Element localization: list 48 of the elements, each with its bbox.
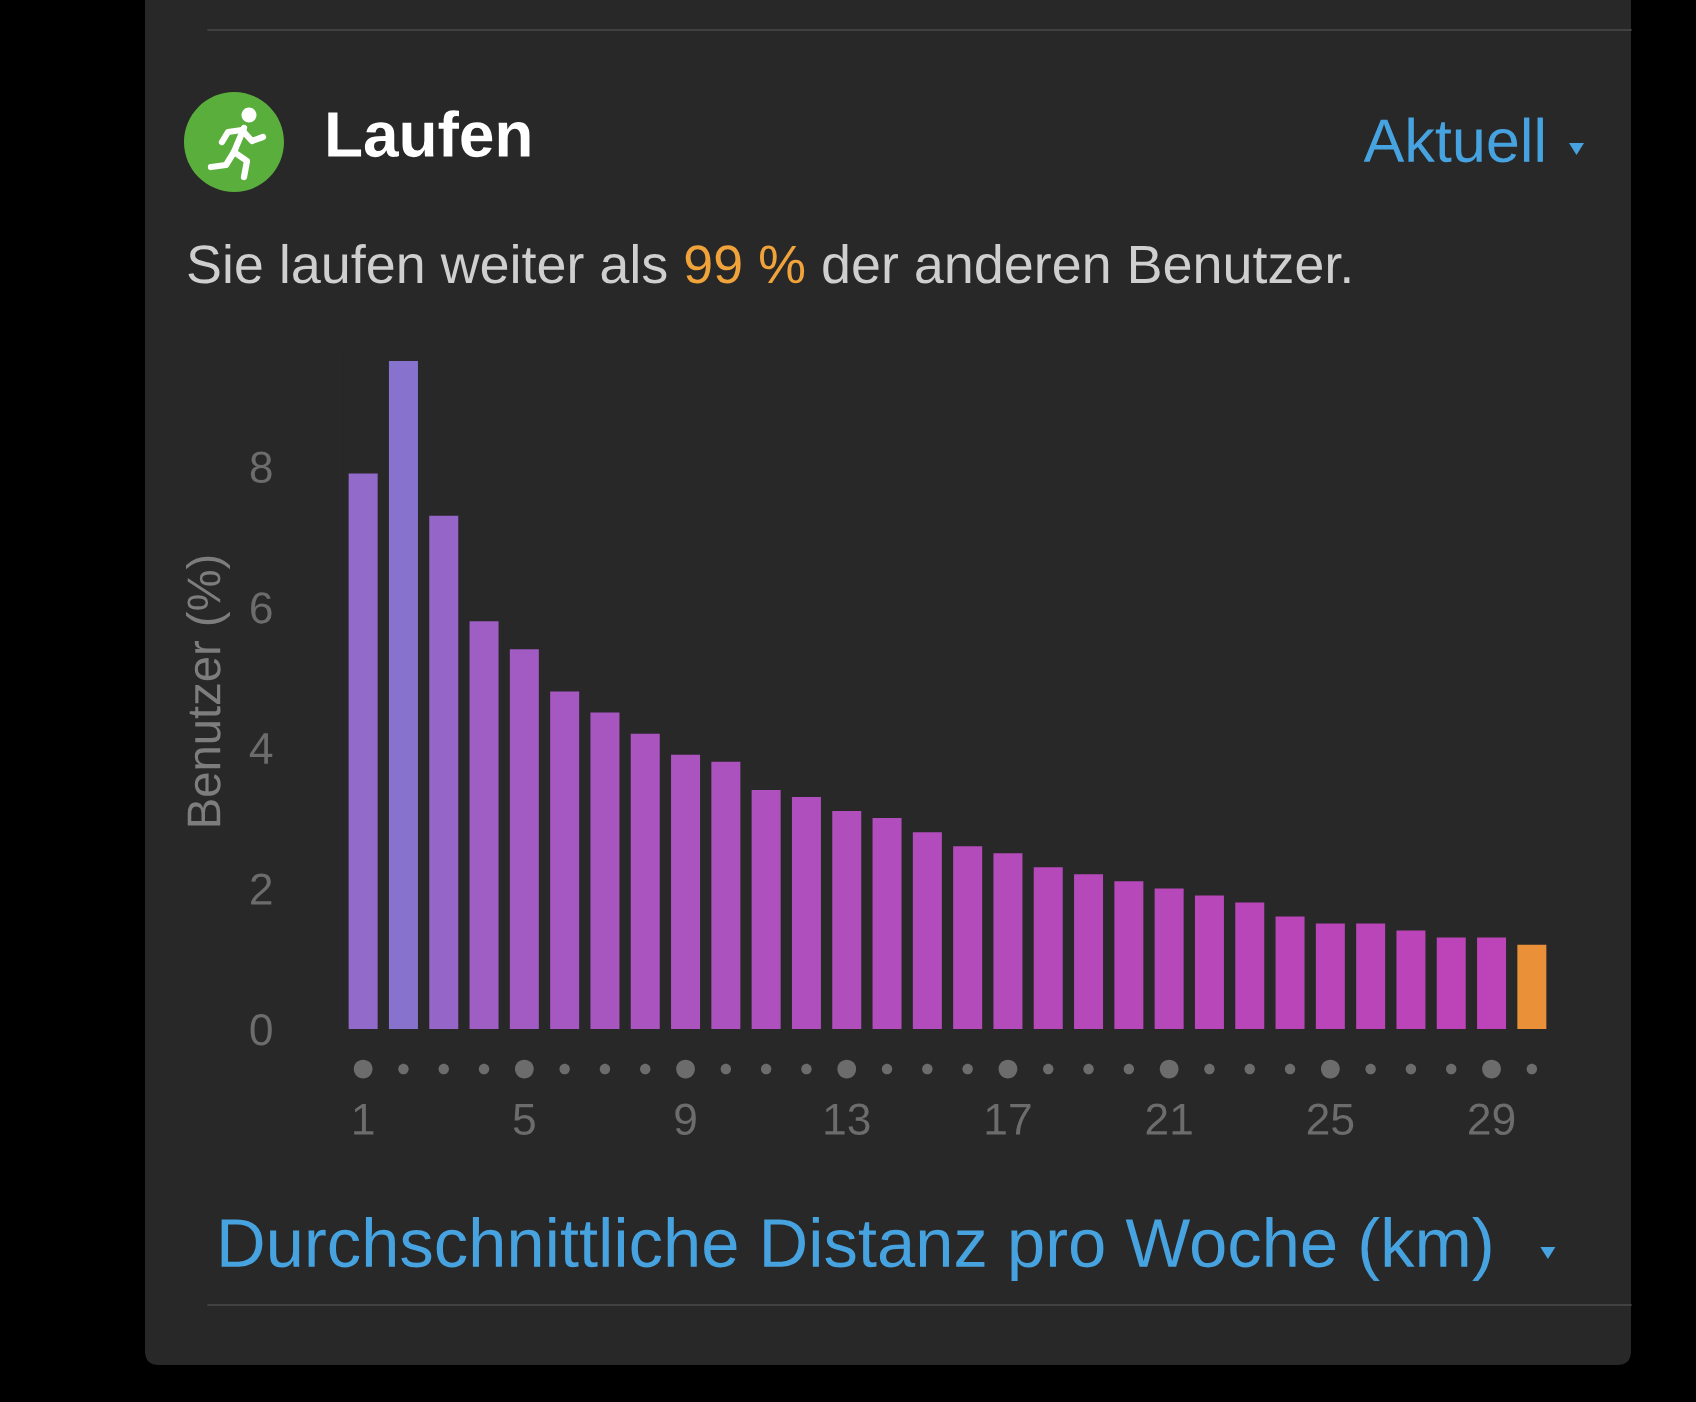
bar <box>469 621 499 1029</box>
y-tick-label: 0 <box>250 1014 272 1046</box>
bar <box>791 796 821 1029</box>
bar <box>388 361 418 1029</box>
x-tick-label: 17 <box>986 1103 1031 1135</box>
bar <box>953 846 983 1029</box>
bar <box>1033 867 1063 1029</box>
text: Aktuell <box>1363 117 1543 163</box>
x-tick-label: 9 <box>675 1103 696 1135</box>
y-tick-label: 8 <box>250 451 272 484</box>
bar <box>912 832 942 1029</box>
bar <box>1436 937 1466 1029</box>
bar <box>590 712 620 1029</box>
bar <box>429 515 459 1029</box>
bar <box>1074 874 1104 1029</box>
bar <box>1235 902 1265 1029</box>
bar <box>1396 930 1426 1029</box>
bar <box>751 789 781 1029</box>
x-tick-label: 13 <box>825 1103 870 1135</box>
x-axis-title: Durchschnittliche Distanz pro Woche (km) <box>221 1216 1491 1282</box>
bar <box>1194 895 1224 1029</box>
y-tick-label: 6 <box>251 592 272 624</box>
y-tick-label: 4 <box>249 733 273 764</box>
bar <box>1356 923 1386 1029</box>
bar <box>993 853 1023 1029</box>
x-tick-label: 5 <box>513 1103 535 1135</box>
bar <box>1477 937 1507 1029</box>
bar <box>630 733 660 1029</box>
bar <box>671 754 701 1029</box>
bar <box>1114 881 1144 1029</box>
bar <box>1315 923 1345 1029</box>
x-tick-label: 29 <box>1469 1103 1515 1135</box>
bar <box>832 811 862 1029</box>
y-axis-title: Benutzer (%) <box>185 556 230 826</box>
y-tick-label: 2 <box>251 873 272 905</box>
bar <box>509 649 539 1029</box>
x-tick-label: 25 <box>1307 1103 1354 1135</box>
bar <box>1517 944 1547 1029</box>
bar <box>1154 888 1184 1029</box>
bar <box>1275 916 1305 1029</box>
chart-subtitle: Sie laufen weiter als 99 % der anderen Benutzer. <box>188 243 1350 284</box>
bar <box>550 691 580 1029</box>
x-tick-label: 21 <box>1146 1103 1192 1135</box>
bar <box>348 473 378 1029</box>
chart-title: Laufen <box>328 110 530 158</box>
bar <box>711 761 741 1029</box>
x-tick-label: 1 <box>354 1103 374 1135</box>
bar <box>872 818 902 1029</box>
